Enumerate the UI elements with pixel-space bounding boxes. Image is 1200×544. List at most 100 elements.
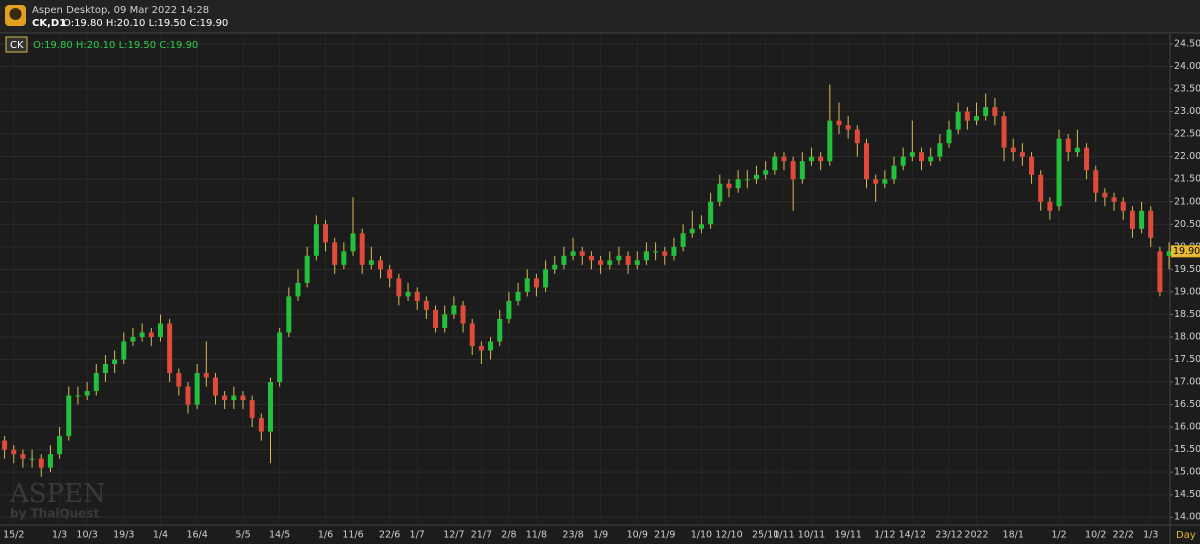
candle-body: [506, 300, 512, 319]
x-tick-label: 14/12: [899, 530, 926, 541]
candle-body: [919, 152, 925, 162]
x-tick-label: 12/10: [715, 530, 742, 541]
candle-body: [533, 278, 539, 288]
y-tick-label: 21.50: [1174, 174, 1200, 185]
candle-body: [231, 395, 237, 401]
candle-body: [203, 373, 209, 378]
x-tick-label: 21/7: [471, 530, 492, 541]
candle-body: [1001, 116, 1007, 148]
y-tick-label: 22.50: [1174, 129, 1200, 140]
candle-body: [964, 111, 970, 121]
candle-body: [387, 269, 393, 279]
candle-body: [185, 386, 191, 405]
candle-body: [845, 125, 851, 130]
candle-body: [882, 179, 888, 184]
x-tick-label: 21/9: [654, 530, 675, 541]
y-tick-label: 19.50: [1174, 264, 1200, 275]
candle-body: [47, 454, 53, 468]
candle-body: [900, 156, 906, 166]
candle-body: [790, 161, 796, 180]
x-tick-label: 15/2: [3, 530, 24, 541]
candle-body: [873, 179, 879, 184]
legend-symbol-box[interactable]: [5, 36, 28, 53]
x-tick-label: 2/8: [501, 530, 516, 541]
legend-symbol: CK: [10, 40, 24, 51]
x-tick-label: 1/4: [153, 530, 168, 541]
app-icon-mark: [9, 8, 22, 20]
candle-body: [1139, 210, 1145, 229]
x-tick-label: 1/3: [52, 530, 67, 541]
candles: [2, 84, 1172, 477]
candle-body: [442, 314, 448, 328]
candle-body: [1102, 192, 1108, 198]
candle-body: [616, 255, 622, 261]
candle-body: [38, 458, 44, 468]
candle-body: [1019, 152, 1025, 157]
y-tick-label: 18.00: [1174, 331, 1200, 342]
candle-body: [405, 291, 411, 297]
x-tick-label: 5/5: [235, 530, 250, 541]
candle-body: [607, 260, 613, 265]
candle-body: [258, 418, 264, 432]
candle-body: [763, 170, 769, 175]
candle-body: [304, 255, 310, 283]
x-tick-label: 1/11: [773, 530, 794, 541]
x-tick-label: 22/2: [1113, 530, 1134, 541]
candle-body: [827, 120, 833, 162]
candle-body: [735, 179, 741, 189]
x-tick-label: 1/9: [593, 530, 608, 541]
watermark-by: by ThaiQuest: [10, 507, 100, 521]
candle-body: [368, 260, 374, 265]
candle-body: [423, 300, 429, 310]
candle-body: [543, 269, 549, 288]
y-tick-label: 23.00: [1174, 106, 1200, 117]
candle-body: [1111, 197, 1117, 202]
watermark-brand: ASPEN: [9, 479, 106, 509]
x-tick-label: 11/8: [526, 530, 547, 541]
candle-body: [396, 278, 402, 297]
candle-body: [726, 183, 732, 189]
y-tick-label: 15.50: [1174, 444, 1200, 455]
window-title: Aspen Desktop, 09 Mar 2022 14:28: [32, 5, 209, 16]
x-tick-label: 23/8: [562, 530, 583, 541]
x-tick-label: 10/11: [798, 530, 825, 541]
x-tick-label: 18/1: [1003, 530, 1024, 541]
y-tick-label: 19.00: [1174, 286, 1200, 297]
candle-body: [579, 251, 585, 256]
y-tick-label: 14.50: [1174, 489, 1200, 500]
candle-body: [313, 224, 319, 256]
candle-body: [102, 364, 108, 374]
candle-body: [460, 305, 466, 324]
candle-body: [295, 282, 301, 297]
y-tick-label: 14.00: [1174, 512, 1200, 523]
candle-body: [1065, 138, 1071, 153]
candle-body: [66, 395, 72, 437]
candle-body: [625, 255, 631, 265]
x-tick-label: 10/9: [627, 530, 648, 541]
candle-body: [983, 107, 989, 117]
period-label[interactable]: Day: [1176, 530, 1196, 541]
x-tick-label: 25/10: [752, 530, 779, 541]
legend-quote: O:19.80 H:20.10 L:19.50 C:19.90: [33, 40, 198, 51]
candle-body: [937, 143, 943, 157]
y-tick-label: 22.00: [1174, 151, 1200, 162]
candle-body: [524, 278, 530, 292]
x-tick-label: 19/11: [834, 530, 861, 541]
candle-body: [1010, 147, 1016, 153]
candle-body: [323, 224, 329, 243]
candle-body: [818, 156, 824, 162]
candle-body: [515, 291, 521, 301]
candle-body: [121, 341, 127, 360]
candle-body: [341, 251, 347, 265]
candle-body: [1029, 156, 1035, 175]
candle-body: [157, 323, 163, 337]
candle-body: [561, 255, 567, 265]
candle-body: [671, 246, 677, 256]
y-tick-label: 24.50: [1174, 39, 1200, 50]
last-price-tag: [1171, 245, 1200, 258]
candle-body: [1056, 138, 1062, 207]
candle-body: [11, 449, 17, 455]
candle-body: [1148, 210, 1154, 238]
